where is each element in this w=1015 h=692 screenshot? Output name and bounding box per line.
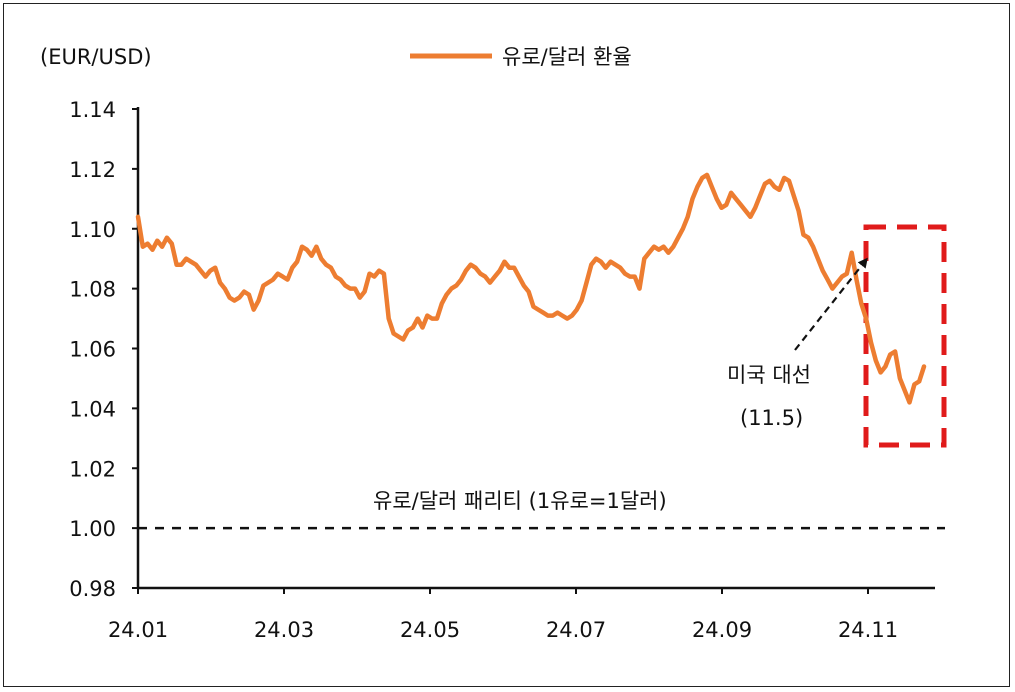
x-tick-label: 24.11 xyxy=(838,618,898,642)
y-tick-label: 1.12 xyxy=(69,158,116,182)
y-tick-label: 1.02 xyxy=(69,457,116,481)
x-axis-ticks: 24.01 24.03 24.05 24.07 24.09 24.11 xyxy=(108,588,898,642)
annotation-line1: 미국 대선 xyxy=(727,363,811,387)
annotation-line2: (11.5) xyxy=(740,406,803,430)
annotation-arrow xyxy=(794,257,868,351)
y-tick-label: 1.14 xyxy=(69,98,116,122)
y-tick-label: 1.08 xyxy=(69,278,116,302)
y-tick-label: 1.06 xyxy=(69,338,116,362)
parity-label: 유로/달러 패리티 (1유로=1달러) xyxy=(373,489,667,513)
x-tick-label: 24.03 xyxy=(254,618,314,642)
highlight-box xyxy=(863,224,947,448)
y-axis-ticks: 1.14 1.12 1.10 1.08 1.06 1.04 1.02 1.00 0.98 xyxy=(69,98,138,601)
x-tick-label: 24.07 xyxy=(546,618,606,642)
y-tick-label: 0.98 xyxy=(69,577,116,601)
x-tick-label: 24.09 xyxy=(692,618,752,642)
y-tick-label: 1.10 xyxy=(69,218,116,242)
legend: 유로/달러 환율 xyxy=(410,45,632,69)
series-line-eurusd xyxy=(135,172,927,405)
legend-label: 유로/달러 환율 xyxy=(502,45,632,69)
chart-frame xyxy=(3,3,1010,687)
x-tick-label: 24.05 xyxy=(400,618,460,642)
y-tick-label: 1.04 xyxy=(69,397,116,421)
y-tick-label: 1.00 xyxy=(69,517,116,541)
unit-label: (EUR/USD) xyxy=(40,45,152,69)
x-tick-label: 24.01 xyxy=(108,618,168,642)
